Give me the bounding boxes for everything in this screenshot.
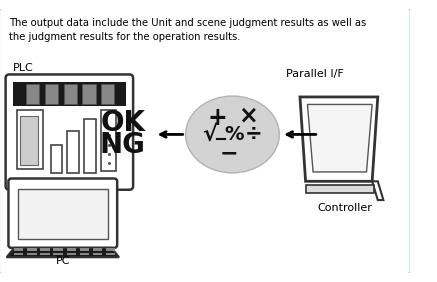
Text: √: √ bbox=[202, 124, 218, 144]
Bar bbox=[40, 253, 50, 255]
Text: Parallel I/F: Parallel I/F bbox=[286, 69, 343, 79]
Bar bbox=[53, 253, 63, 255]
Bar bbox=[93, 253, 102, 255]
Bar bbox=[20, 116, 38, 165]
Bar bbox=[67, 131, 79, 173]
Polygon shape bbox=[13, 82, 125, 106]
Bar bbox=[53, 248, 63, 251]
Bar bbox=[66, 253, 76, 255]
Bar bbox=[83, 84, 96, 104]
Bar bbox=[80, 253, 89, 255]
Bar bbox=[106, 253, 115, 255]
Bar bbox=[101, 84, 114, 104]
Bar bbox=[51, 145, 62, 173]
Bar bbox=[45, 84, 58, 104]
Text: %: % bbox=[225, 125, 244, 144]
Polygon shape bbox=[305, 185, 374, 193]
Text: PLC: PLC bbox=[13, 63, 34, 73]
Bar bbox=[18, 189, 108, 239]
Text: NG: NG bbox=[100, 131, 145, 159]
Text: PC: PC bbox=[55, 256, 70, 266]
Text: ×: × bbox=[238, 104, 257, 128]
Bar bbox=[40, 248, 50, 251]
Bar bbox=[64, 84, 77, 104]
Text: The output data include the Unit and scene judgment results as well as
the judgm: The output data include the Unit and sce… bbox=[9, 18, 367, 42]
Text: OK: OK bbox=[101, 109, 145, 137]
Bar bbox=[66, 248, 76, 251]
Text: ÷: ÷ bbox=[244, 124, 262, 144]
FancyBboxPatch shape bbox=[6, 74, 133, 190]
Bar bbox=[93, 248, 102, 251]
Text: −: − bbox=[219, 143, 238, 163]
Text: +: + bbox=[208, 105, 227, 129]
Bar bbox=[26, 84, 39, 104]
Ellipse shape bbox=[186, 96, 279, 173]
Bar bbox=[27, 248, 37, 251]
Polygon shape bbox=[372, 181, 383, 200]
Bar bbox=[80, 248, 89, 251]
FancyBboxPatch shape bbox=[8, 179, 117, 248]
Polygon shape bbox=[308, 104, 372, 172]
FancyBboxPatch shape bbox=[0, 8, 411, 274]
Bar bbox=[101, 110, 116, 171]
Bar bbox=[84, 118, 96, 173]
Bar bbox=[106, 248, 115, 251]
Bar bbox=[17, 110, 43, 169]
Bar bbox=[27, 253, 37, 255]
Bar bbox=[14, 248, 24, 251]
Polygon shape bbox=[300, 97, 378, 181]
Text: Controller: Controller bbox=[317, 203, 372, 213]
Polygon shape bbox=[7, 248, 119, 257]
Bar bbox=[14, 253, 24, 255]
